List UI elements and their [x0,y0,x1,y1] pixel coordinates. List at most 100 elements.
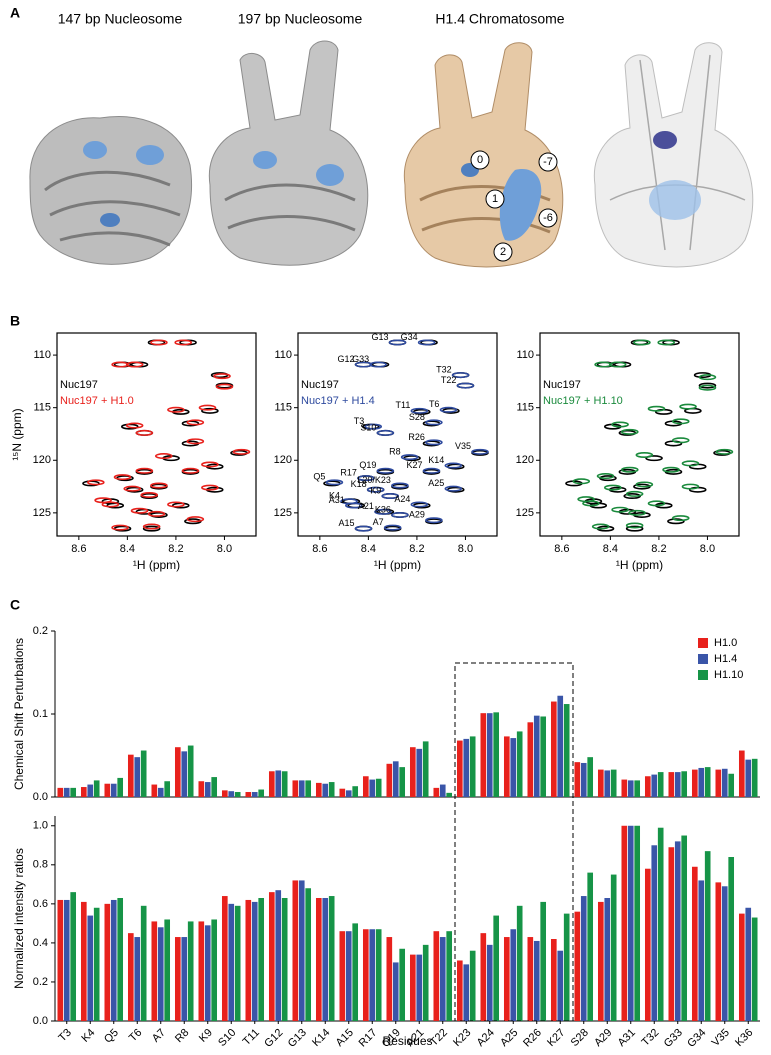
peak [698,374,717,381]
peak [471,448,489,455]
bar [322,898,329,1021]
bar [104,783,111,797]
bar [281,898,288,1021]
y-tick-label: 0.2 [33,625,48,637]
bar [375,929,382,1021]
bar [315,782,322,797]
peak [376,467,395,474]
legend-label: Nuc197 [543,379,581,391]
bar [634,780,641,797]
bar [157,787,164,797]
peak [422,467,441,474]
x-axis-label: ¹H (ppm) [374,558,421,572]
peak [111,361,129,368]
peak [417,339,436,346]
bar [251,901,258,1021]
bar [715,769,722,797]
x-tick-label: K27 [545,1027,567,1049]
peak [154,453,173,460]
peak [625,525,644,532]
bar [369,779,376,797]
bar [422,741,429,797]
peak [625,522,644,529]
x-tick-label: G34 [685,1027,708,1050]
bar [251,792,258,797]
peak [354,361,373,368]
x-tick-label: 8.2 [168,543,183,555]
legend-label: H1.0 [714,637,737,649]
bar [446,792,453,797]
bar [281,771,288,797]
legend-label: H1.4 [714,653,737,665]
peak [425,439,443,446]
legend-label: H1.10 [714,669,743,681]
bar [298,780,305,797]
bar [328,896,335,1021]
peak-label: T3 [354,416,365,426]
peak [167,501,185,508]
bar [516,731,523,797]
bar [211,919,218,1021]
peak [345,502,363,509]
y-tick-label: 120 [274,454,292,466]
x-tick-label: 8.6 [312,543,327,555]
bar [557,695,564,797]
bar [627,780,634,797]
bar [610,874,617,1021]
bar [597,901,604,1021]
bar [275,890,282,1021]
bar [416,954,423,1021]
bar [698,767,705,797]
peak-label: R26 [408,432,425,442]
x-tick-label: A31 [616,1027,638,1049]
bar [339,788,346,797]
peak [451,372,470,379]
bar [657,827,664,1021]
peak [657,339,675,346]
peak-label: R8 [389,446,401,456]
peak [366,486,385,493]
bar [627,825,634,1021]
peak-label: G12 [338,354,355,364]
marker-label: -7 [543,156,553,168]
model-chromatosome [593,42,754,268]
y-tick-label: 125 [516,507,534,519]
bar [181,937,188,1021]
peak [167,406,185,413]
y-axis-label: Normalized intensity ratios [12,848,26,989]
peak [410,407,429,414]
bar [510,738,517,797]
bar [651,774,658,797]
bar [644,868,651,1021]
bar [187,745,194,797]
x-tick-label: T11 [241,1027,262,1048]
bar [563,913,570,1021]
peak [186,438,205,445]
bar [681,835,688,1021]
bar [352,786,359,797]
x-tick-label: A7 [150,1027,168,1045]
bar [345,931,352,1021]
peak [125,361,144,368]
bar [181,751,188,797]
bar [704,767,711,797]
peak-label: K9 [370,485,381,495]
marker-label: 1 [492,193,498,205]
peak [113,474,132,481]
bar [258,898,265,1021]
bar [557,950,564,1021]
peak [391,511,409,518]
y-tick-label: 125 [274,507,292,519]
peak [369,361,387,368]
bar [87,915,94,1021]
peak-label: A29 [409,510,425,520]
bar [486,944,493,1021]
bar [151,784,158,797]
peak [201,407,219,414]
bar [751,758,758,797]
peak-label: L20/K23 [357,475,391,485]
bar [587,872,594,1021]
peak [572,478,591,485]
bar [63,787,70,797]
